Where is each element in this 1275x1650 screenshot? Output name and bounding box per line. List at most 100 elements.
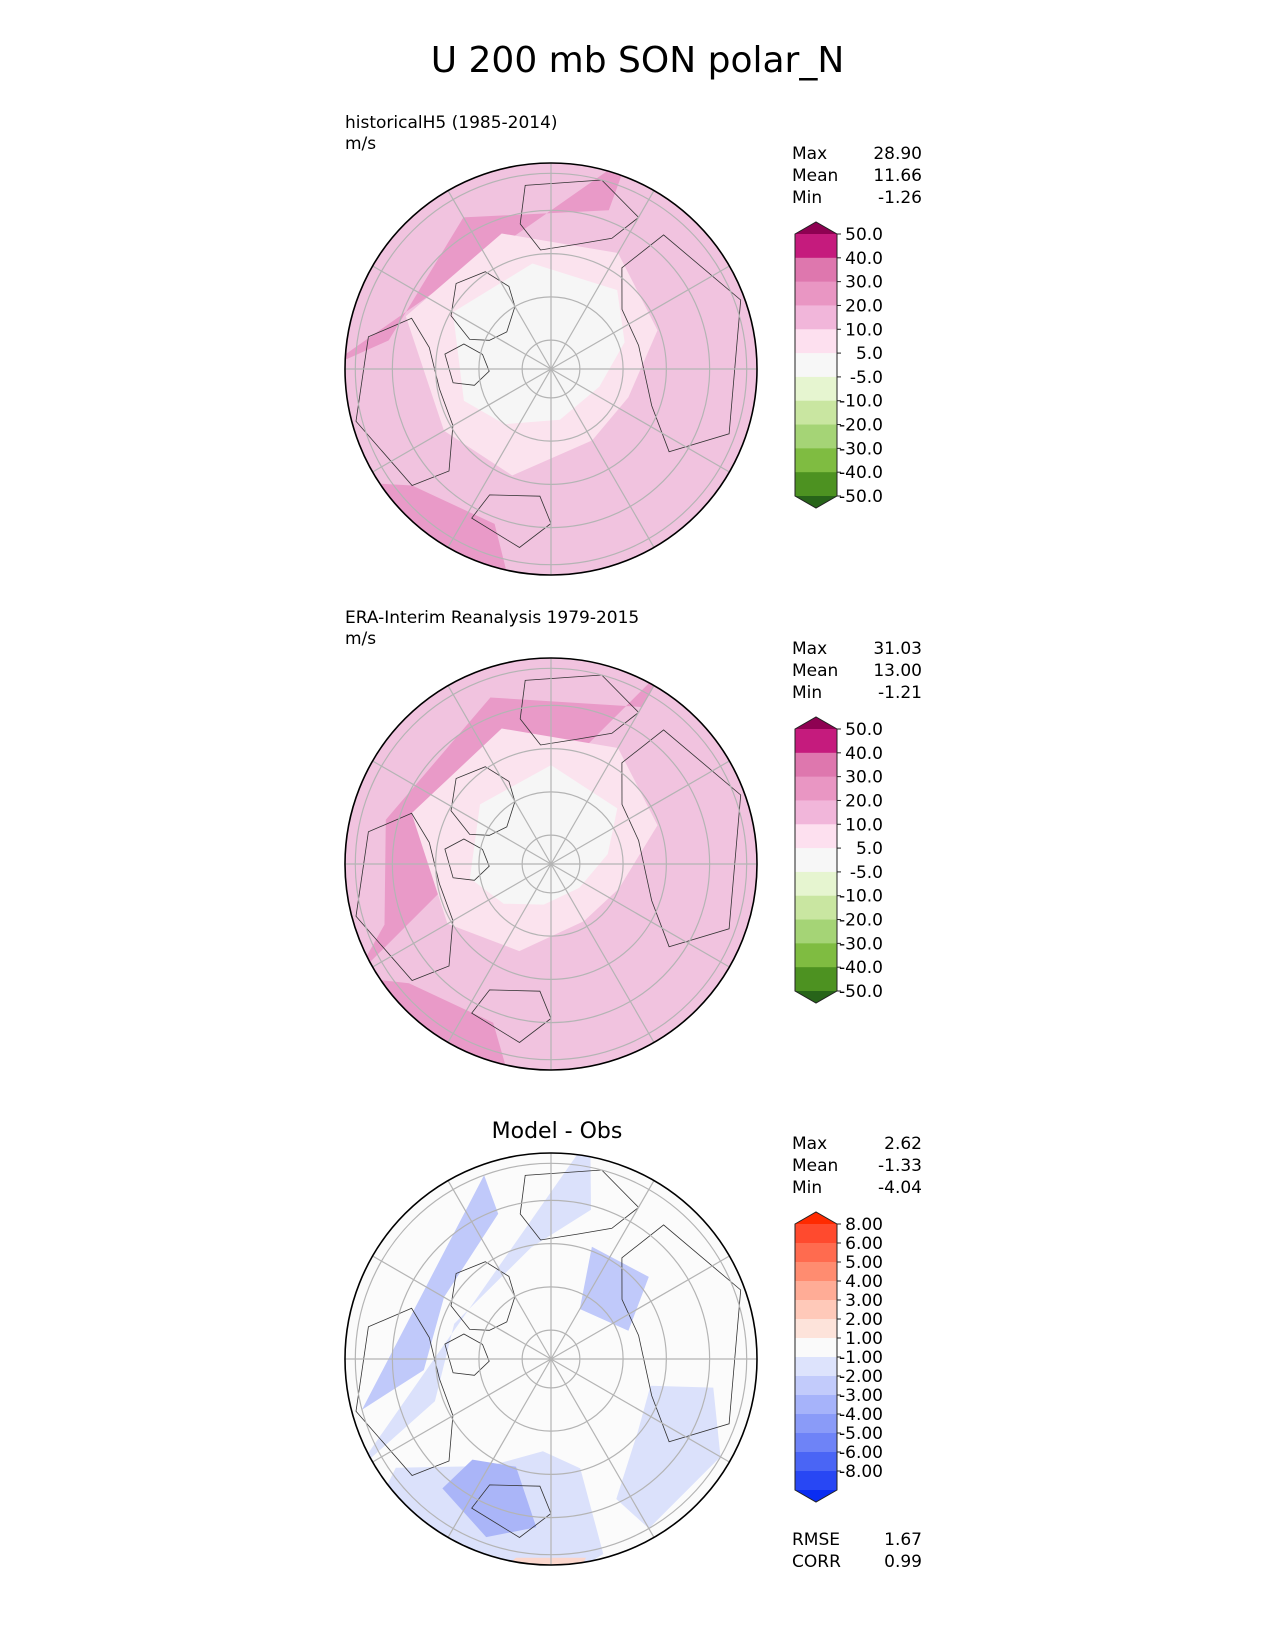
colorbar-swatch — [795, 1262, 837, 1282]
colorbar-swatch — [795, 234, 837, 259]
panel-units: m/s — [345, 134, 377, 154]
colorbar: 50.0 40.0 30.0 20.0 10.0 5.0 -5.0 -10.0 -20.0 -30… — [794, 716, 883, 1004]
colorbar-tick-label: 20.0 — [845, 296, 883, 316]
colorbar: 8.006.005.004.003.002.001.00-1.00-2.00-3… — [794, 1211, 883, 1503]
colorbar-tick-label: -20.0 — [839, 416, 883, 436]
colorbar-swatch — [795, 448, 837, 473]
colorbar-swatch — [795, 776, 837, 801]
colorbar-tick-label: 40.0 — [845, 249, 883, 269]
colorbar-swatch — [795, 943, 837, 968]
field-contour-region — [492, 1557, 587, 1565]
meridian-line — [550, 863, 730, 968]
colorbar-swatch — [795, 424, 837, 449]
stat-mean: Mean 11.66 — [792, 166, 922, 186]
field-layer — [345, 1153, 757, 1565]
meridian-line — [447, 1358, 552, 1538]
field-layer — [345, 658, 757, 1070]
colorbar-tick-label: -1.00 — [839, 1348, 883, 1368]
colorbar-swatch — [795, 1471, 837, 1491]
colorbar-swatch — [795, 376, 837, 402]
colorbar-tick-label: 10.0 — [845, 320, 883, 340]
colorbar-swatch — [795, 800, 837, 825]
colorbar-swatch — [795, 257, 837, 283]
meridian-line — [447, 685, 552, 865]
colorbar-swatch — [795, 919, 837, 944]
coastline — [621, 1224, 742, 1443]
meridian-line — [550, 265, 730, 370]
colorbar-extend-top — [795, 717, 837, 729]
colorbar-swatch — [795, 1338, 837, 1358]
colorbar-tick-label: -30.0 — [839, 934, 883, 954]
colorbar-tick-label: -10.0 — [839, 887, 883, 907]
stat-max: Max 2.62 — [792, 1134, 922, 1154]
stat-max: Max 31.03 — [792, 639, 922, 659]
coastline — [519, 674, 640, 746]
panel-label: historicalH5 (1985-2014) m/s — [345, 113, 558, 155]
stats-box: Max 28.90 Mean 11.66 Min -1.26 — [792, 143, 922, 209]
coastline — [519, 179, 640, 251]
colorbar-tick-label: -4.00 — [839, 1405, 883, 1425]
meridian-line — [550, 1358, 655, 1538]
colorbar-swatch — [795, 329, 837, 354]
colorbar-tick-label: -40.0 — [839, 463, 883, 483]
meridian-line — [372, 1255, 552, 1360]
model-panel: historicalH5 (1985-2014) m/s Max 28.90 Me… — [0, 0, 1275, 576]
colorbar-tick-label: 1.00 — [845, 1329, 883, 1349]
field-contour-region — [579, 1246, 649, 1331]
colorbar-extend-bottom — [795, 991, 837, 1003]
colorbar-tick-label: 20.0 — [845, 791, 883, 811]
colorbar-swatch — [795, 752, 837, 778]
field-contour-region — [362, 1175, 499, 1410]
coastline — [444, 1333, 490, 1376]
colorbar-tick-label: -30.0 — [839, 439, 883, 459]
stats-box: Max 31.03 Mean 13.00 Min -1.21 — [792, 638, 922, 704]
polar-map — [344, 162, 758, 576]
colorbar-swatch — [795, 1376, 837, 1396]
colorbar-swatch — [795, 1357, 837, 1377]
panel-label: ERA-Interim Reanalysis 1979-2015 m/s — [345, 608, 639, 650]
meridian-line — [447, 368, 552, 548]
coastline — [444, 838, 490, 881]
colorbar-tick-label: 5.00 — [845, 1253, 883, 1273]
stat-max: Max 28.90 — [792, 144, 922, 164]
field-contour-region — [354, 1153, 591, 1473]
stat-mean: Mean 13.00 — [792, 661, 922, 681]
panel-title: historicalH5 (1985-2014) — [345, 113, 558, 133]
colorbar-swatch — [795, 895, 837, 921]
colorbar-tick-label: -8.00 — [839, 1462, 883, 1482]
colorbar-tick-label: -40.0 — [839, 958, 883, 978]
colorbar-swatch — [795, 1319, 837, 1339]
meridian-line — [550, 863, 655, 1043]
colorbar-tick-label: 50.0 — [845, 225, 883, 245]
field-contour-region — [469, 765, 618, 905]
stat-rmse: RMSE 1.67 — [792, 1530, 922, 1550]
map-boundary — [344, 657, 758, 1071]
colorbar-tick-label: -50.0 — [839, 982, 883, 1002]
colorbar-tick-label: -5.0 — [850, 863, 883, 883]
meridian-line — [550, 190, 655, 370]
colorbar-tick-label: 2.00 — [845, 1310, 883, 1330]
colorbar-tick-label: 8.00 — [845, 1215, 883, 1235]
colorbar-tick-label: -50.0 — [839, 487, 883, 507]
colorbar-tick-label: -20.0 — [839, 911, 883, 931]
colorbar-tick-label: -10.0 — [839, 392, 883, 412]
map-boundary — [344, 162, 758, 576]
colorbar-tick-label: 40.0 — [845, 744, 883, 764]
colorbar-swatch — [795, 871, 837, 897]
colorbar-swatch — [795, 1243, 837, 1263]
colorbar-tick-label: -5.00 — [839, 1424, 883, 1444]
meridian-line — [550, 368, 730, 473]
coastline — [471, 989, 552, 1043]
colorbar-tick-label: 30.0 — [845, 768, 883, 788]
meridian-line — [372, 265, 552, 370]
colorbar-swatch — [795, 1414, 837, 1434]
colorbar-extend-bottom — [795, 496, 837, 508]
polar-map — [344, 1152, 758, 1566]
colorbar-swatch — [795, 1224, 837, 1244]
obs-panel: ERA-Interim Reanalysis 1979-2015 m/s Max… — [0, 0, 1275, 1071]
colorbar-tick-label: -5.0 — [850, 368, 883, 388]
skill-stats-box: RMSE 1.67 CORR 0.99 — [792, 1529, 922, 1573]
colorbar-swatch — [795, 1281, 837, 1301]
stats-box: Max 2.62 Mean -1.33 Min -4.04 — [792, 1133, 922, 1199]
colorbar-extend-top — [795, 222, 837, 234]
